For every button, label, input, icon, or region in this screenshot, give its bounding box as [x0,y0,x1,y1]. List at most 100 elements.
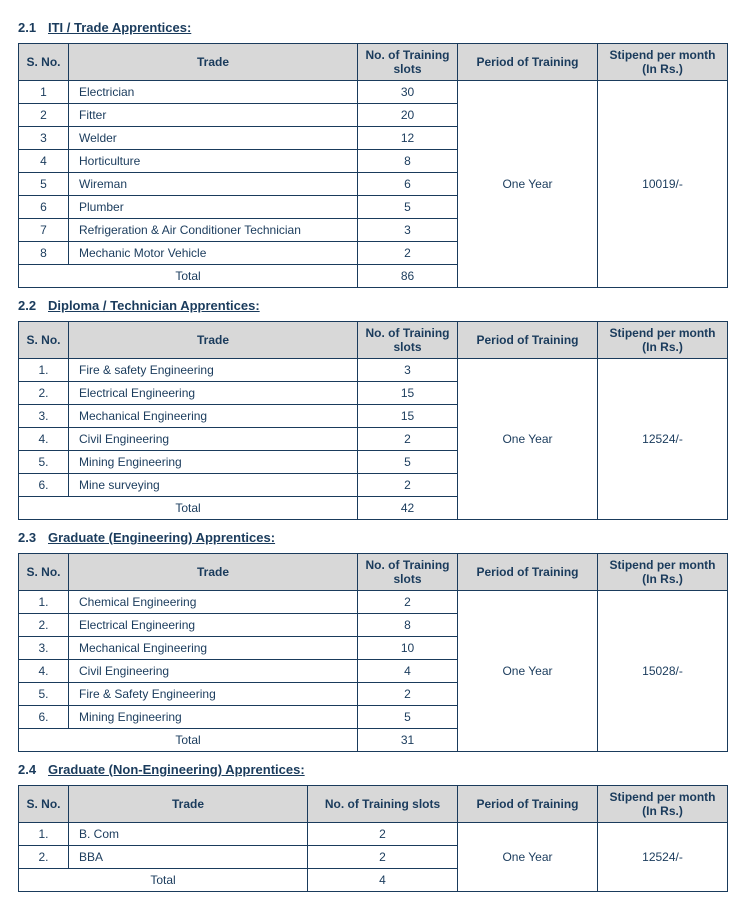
cell-trade: Mining Engineering [69,706,358,729]
cell-trade: Welder [69,127,358,150]
cell-sno: 4 [19,150,69,173]
cell-sno: 1 [19,81,69,104]
cell-trade: Electrical Engineering [69,614,358,637]
section-heading: 2.1ITI / Trade Apprentices: [18,20,728,35]
cell-slots: 8 [358,614,458,637]
cell-slots: 20 [358,104,458,127]
cell-trade: Fire & Safety Engineering [69,683,358,706]
col-header-stipend: Stipend per month (In Rs.) [598,44,728,81]
apprentice-table: S. No.TradeNo. of Training slotsPeriod o… [18,553,728,752]
section-title: Graduate (Engineering) Apprentices: [48,530,275,545]
cell-sno: 1. [19,591,69,614]
table-row: 1Electrician30One Year10019/- [19,81,728,104]
col-header-stipend: Stipend per month (In Rs.) [598,554,728,591]
col-header-slots: No. of Training slots [358,322,458,359]
col-header-trade: Trade [69,322,358,359]
section-number: 2.2 [18,298,48,313]
cell-trade: Fire & safety Engineering [69,359,358,382]
total-label: Total [19,869,308,892]
section-title: ITI / Trade Apprentices: [48,20,191,35]
cell-stipend: 10019/- [598,81,728,288]
cell-slots: 3 [358,359,458,382]
cell-sno: 6. [19,706,69,729]
col-header-period: Period of Training [458,44,598,81]
col-header-period: Period of Training [458,322,598,359]
section-title: Graduate (Non-Engineering) Apprentices: [48,762,305,777]
cell-period: One Year [458,359,598,520]
cell-slots: 4 [358,660,458,683]
cell-trade: Mechanical Engineering [69,405,358,428]
apprentice-table: S. No.TradeNo. of Training slotsPeriod o… [18,321,728,520]
cell-stipend: 12524/- [598,823,728,892]
cell-period: One Year [458,81,598,288]
cell-stipend: 12524/- [598,359,728,520]
cell-trade: Mechanic Motor Vehicle [69,242,358,265]
cell-sno: 1. [19,823,69,846]
section-number: 2.1 [18,20,48,35]
cell-trade: Mine surveying [69,474,358,497]
cell-slots: 15 [358,405,458,428]
total-value: 42 [358,497,458,520]
col-header-sno: S. No. [19,554,69,591]
cell-slots: 12 [358,127,458,150]
cell-slots: 2 [358,242,458,265]
cell-trade: Civil Engineering [69,428,358,451]
total-label: Total [19,497,358,520]
cell-sno: 7 [19,219,69,242]
total-label: Total [19,265,358,288]
col-header-trade: Trade [69,44,358,81]
cell-sno: 5 [19,173,69,196]
cell-trade: Civil Engineering [69,660,358,683]
col-header-trade: Trade [69,554,358,591]
cell-sno: 8 [19,242,69,265]
col-header-stipend: Stipend per month (In Rs.) [598,786,728,823]
cell-trade: Chemical Engineering [69,591,358,614]
cell-trade: Plumber [69,196,358,219]
total-value: 31 [358,729,458,752]
cell-slots: 3 [358,219,458,242]
cell-sno: 3. [19,405,69,428]
table-row: 1.Fire & safety Engineering3One Year1252… [19,359,728,382]
cell-slots: 10 [358,637,458,660]
cell-trade: Horticulture [69,150,358,173]
col-header-slots: No. of Training slots [358,44,458,81]
cell-sno: 1. [19,359,69,382]
cell-trade: Electrical Engineering [69,382,358,405]
total-label: Total [19,729,358,752]
section-number: 2.3 [18,530,48,545]
section-heading: 2.3Graduate (Engineering) Apprentices: [18,530,728,545]
cell-slots: 2 [308,846,458,869]
cell-slots: 2 [358,474,458,497]
cell-sno: 6. [19,474,69,497]
cell-sno: 6 [19,196,69,219]
col-header-sno: S. No. [19,786,69,823]
cell-sno: 5. [19,683,69,706]
col-header-trade: Trade [69,786,308,823]
col-header-slots: No. of Training slots [358,554,458,591]
apprentice-table: S. No.TradeNo. of Training slotsPeriod o… [18,43,728,288]
section-heading: 2.4Graduate (Non-Engineering) Apprentice… [18,762,728,777]
section-number: 2.4 [18,762,48,777]
cell-period: One Year [458,591,598,752]
cell-trade: Mining Engineering [69,451,358,474]
cell-slots: 2 [358,591,458,614]
cell-slots: 6 [358,173,458,196]
cell-trade: Electrician [69,81,358,104]
cell-slots: 5 [358,706,458,729]
col-header-sno: S. No. [19,44,69,81]
cell-slots: 5 [358,196,458,219]
total-value: 86 [358,265,458,288]
section-title: Diploma / Technician Apprentices: [48,298,260,313]
cell-slots: 15 [358,382,458,405]
section-heading: 2.2Diploma / Technician Apprentices: [18,298,728,313]
cell-period: One Year [458,823,598,892]
cell-trade: Wireman [69,173,358,196]
cell-sno: 2. [19,614,69,637]
total-value: 4 [308,869,458,892]
cell-sno: 5. [19,451,69,474]
cell-slots: 8 [358,150,458,173]
cell-sno: 3 [19,127,69,150]
apprentice-table: S. No.TradeNo. of Training slotsPeriod o… [18,785,728,892]
cell-slots: 2 [358,683,458,706]
col-header-stipend: Stipend per month (In Rs.) [598,322,728,359]
